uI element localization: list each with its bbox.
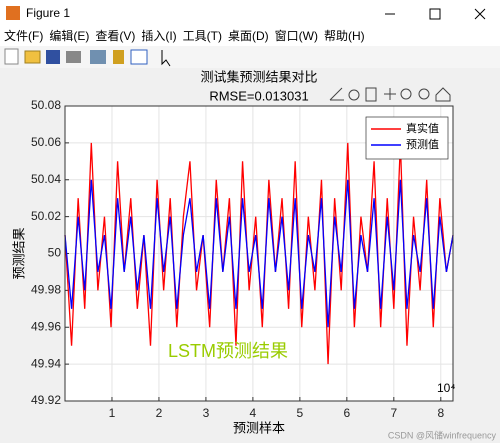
menu-item[interactable]: 编辑(E) [49, 28, 89, 43]
legend-label: 真实值 [406, 121, 439, 135]
brush-icon[interactable] [348, 89, 360, 101]
toolbar-icons [4, 48, 171, 67]
legend-label: 预测值 [406, 138, 439, 151]
menu-item[interactable]: 窗口(W) [275, 29, 318, 43]
x-tick-label: 7 [390, 406, 397, 420]
x-exponent: 10⁴ [437, 381, 456, 395]
x-axis-label: 预测样本 [233, 420, 285, 435]
y-tick-label: 49.92 [31, 393, 61, 407]
y-tick-label: 49.94 [31, 356, 61, 370]
colorbar-icon[interactable] [113, 50, 124, 64]
new-icon[interactable] [4, 48, 19, 65]
home-icon[interactable] [435, 87, 451, 102]
axes-toolbar [329, 87, 451, 102]
y-tick-label: 50.02 [31, 209, 61, 223]
menu-item[interactable]: 文件(F) [4, 28, 43, 43]
y-tick-label: 50.08 [31, 98, 61, 112]
x-tick-label: 2 [156, 406, 163, 420]
x-tick-label: 6 [343, 406, 350, 420]
x-tick-label: 3 [203, 406, 210, 420]
y-tick-label: 49.98 [31, 283, 61, 297]
menu-item[interactable]: 帮助(H) [324, 29, 365, 43]
chart-title: 测试集预测结果对比 [200, 69, 317, 84]
chart-subtitle: RMSE=0.013031 [209, 88, 308, 103]
y-tick-label: 50.06 [31, 135, 61, 149]
maximize[interactable] [429, 8, 441, 20]
print-icon[interactable] [66, 51, 81, 63]
pointer-icon[interactable] [161, 50, 171, 67]
x-tick-label: 4 [250, 406, 257, 420]
datatip-icon[interactable] [365, 87, 377, 102]
menu-item[interactable]: 插入(I) [141, 29, 176, 43]
x-tick-label: 8 [437, 406, 444, 420]
open-icon[interactable] [24, 50, 41, 64]
close[interactable] [474, 8, 486, 20]
zoom-in-icon[interactable] [400, 88, 412, 100]
y-tick-label: 50 [48, 246, 62, 260]
title-bar [0, 0, 500, 28]
legend-box [365, 116, 449, 160]
window-title: Figure 1 [26, 6, 70, 20]
y-tick-label: 50.04 [31, 172, 61, 186]
app-icon [6, 6, 20, 20]
zoom-out-icon[interactable] [418, 88, 430, 100]
toolbar [0, 46, 500, 68]
menu-item[interactable]: 工具(T) [183, 29, 222, 43]
link-icon[interactable] [90, 50, 106, 64]
export-icon[interactable] [329, 87, 344, 101]
menu-item[interactable]: 桌面(D) [228, 29, 269, 43]
save-icon[interactable] [46, 50, 60, 64]
pan-icon[interactable] [384, 88, 396, 100]
watermark: CSDN @风储winfrequency [388, 429, 497, 440]
axes-box [64, 105, 454, 402]
menu-item[interactable]: 查看(V) [95, 29, 135, 43]
y-axis-label: 预测结果 [11, 227, 26, 279]
series-line [64, 179, 454, 328]
x-tick-label: 1 [109, 406, 116, 420]
menu-bar [0, 28, 500, 46]
x-tick-label: 5 [297, 406, 304, 420]
legend-icon[interactable] [130, 49, 148, 65]
y-tick-label: 49.96 [31, 319, 61, 333]
annotation: LSTM预测结果 [168, 341, 288, 361]
